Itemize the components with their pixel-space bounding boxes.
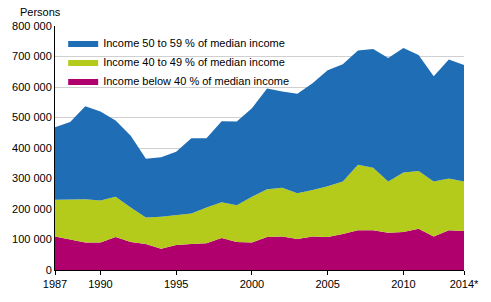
svg-text:100 000: 100 000 [12, 233, 52, 245]
svg-text:1990: 1990 [88, 278, 112, 290]
svg-text:1987: 1987 [43, 278, 67, 290]
svg-text:2000: 2000 [240, 278, 264, 290]
svg-text:2014*: 2014* [450, 278, 479, 290]
svg-text:400 000: 400 000 [12, 142, 52, 154]
svg-text:Persons: Persons [20, 6, 61, 18]
svg-text:800 000: 800 000 [12, 20, 52, 32]
svg-text:Income 50 to 59 % of median in: Income 50 to 59 % of median income [103, 37, 285, 49]
svg-text:Income 40 to 49 % of median in: Income 40 to 49 % of median income [103, 56, 285, 68]
svg-text:Income below 40 % of median in: Income below 40 % of median income [103, 75, 289, 87]
svg-text:1995: 1995 [164, 278, 188, 290]
svg-text:700 000: 700 000 [12, 50, 52, 62]
svg-text:0: 0 [46, 264, 52, 276]
svg-text:2010: 2010 [391, 278, 415, 290]
svg-text:500 000: 500 000 [12, 111, 52, 123]
svg-text:300 000: 300 000 [12, 172, 52, 184]
svg-text:2005: 2005 [315, 278, 339, 290]
svg-text:600 000: 600 000 [12, 81, 52, 93]
svg-text:200 000: 200 000 [12, 203, 52, 215]
